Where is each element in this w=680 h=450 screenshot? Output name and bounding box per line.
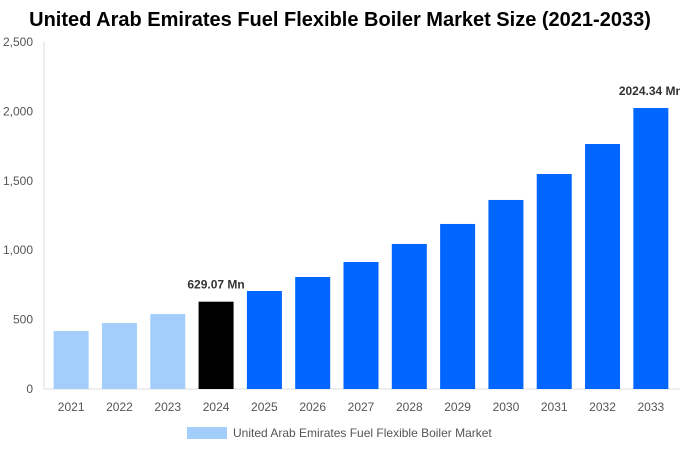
bar — [53, 330, 89, 389]
bar — [440, 223, 476, 389]
x-tick-label: 2027 — [348, 400, 375, 414]
y-tick-label: 2,000 — [3, 104, 33, 118]
x-tick-label: 2031 — [541, 400, 568, 414]
bar — [488, 199, 524, 389]
x-tick-label: 2033 — [637, 400, 664, 414]
x-tick-label: 2025 — [251, 400, 278, 414]
y-tick-label: 1,500 — [3, 174, 33, 188]
y-tick-label: 500 — [13, 313, 33, 327]
x-tick-label: 2024 — [203, 400, 230, 414]
y-tick-label: 1,000 — [3, 243, 33, 257]
y-tick-label: 2,500 — [3, 35, 33, 49]
x-tick-label: 2030 — [493, 400, 520, 414]
bar — [536, 173, 572, 389]
x-tick-label: 2026 — [299, 400, 326, 414]
x-tick-label: 2023 — [154, 400, 181, 414]
data-label: 2024.34 Mn — [619, 84, 680, 98]
x-tick-label: 2029 — [444, 400, 471, 414]
chart-title: United Arab Emirates Fuel Flexible Boile… — [29, 9, 651, 31]
x-tick-label: 2028 — [396, 400, 423, 414]
bar — [295, 276, 331, 389]
data-label: 629.07 Mn — [187, 278, 244, 292]
bar — [246, 291, 282, 389]
bar — [198, 301, 234, 389]
bar — [101, 323, 137, 389]
x-tick-label: 2021 — [58, 400, 85, 414]
bar — [633, 108, 669, 389]
legend-label: United Arab Emirates Fuel Flexible Boile… — [233, 426, 492, 440]
bar — [343, 261, 379, 389]
bar — [150, 314, 186, 389]
legend: United Arab Emirates Fuel Flexible Boile… — [187, 426, 492, 440]
bar — [585, 144, 621, 389]
y-tick-label: 0 — [26, 382, 33, 396]
legend-swatch — [187, 427, 227, 439]
x-tick-label: 2032 — [589, 400, 616, 414]
x-tick-label: 2022 — [106, 400, 133, 414]
bar — [391, 243, 427, 389]
